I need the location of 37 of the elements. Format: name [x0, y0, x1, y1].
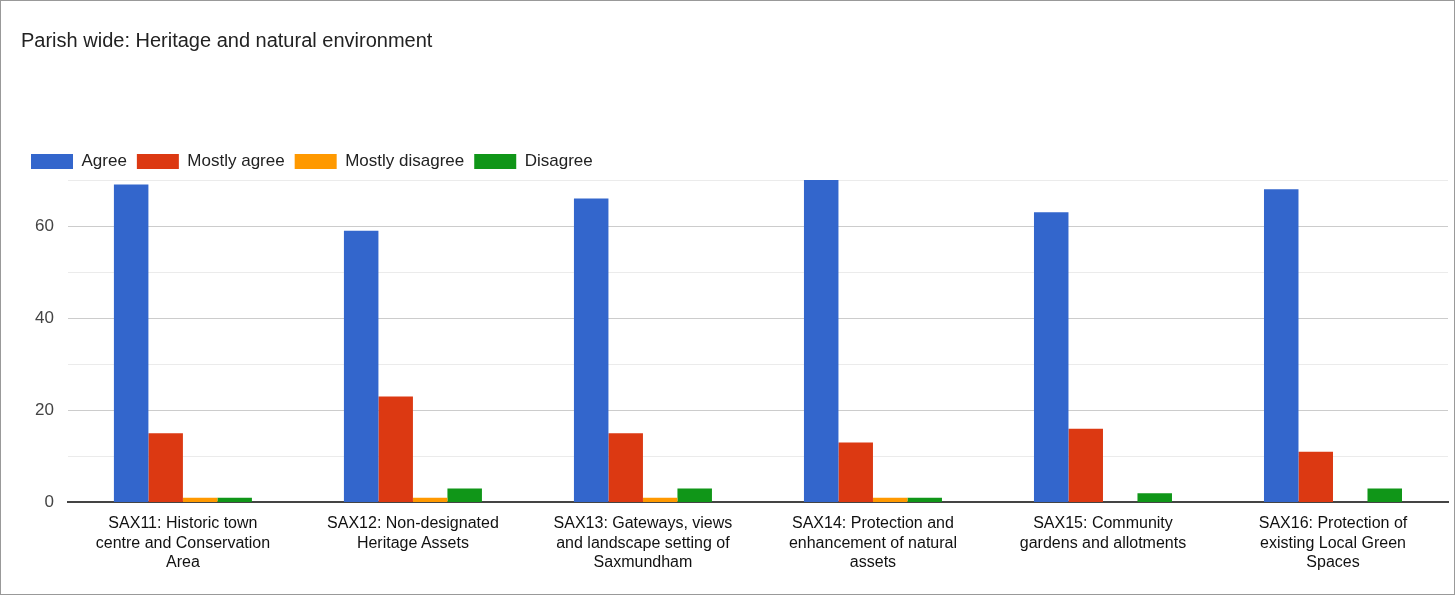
x-tick-label: SAX11: Historic town centre and Conservation Area	[95, 514, 271, 570]
y-tick-label: 20	[34, 399, 54, 419]
bar	[1033, 212, 1069, 502]
x-tick-label: SAX14: Protection and enhancement of natural assets	[788, 514, 958, 570]
x-tick-label: SAX16: Protection of existing Local Green Spaces	[1258, 514, 1408, 570]
legend-label: Mostly agree	[187, 151, 285, 171]
bar	[1263, 189, 1299, 502]
legend-label: Mostly disagree	[345, 151, 465, 171]
chart-title: Parish wide: Heritage and natural environment	[21, 28, 433, 51]
bar	[803, 180, 839, 502]
legend-label: Agree	[81, 151, 127, 171]
bar	[113, 184, 149, 502]
bar	[182, 497, 218, 502]
bar	[412, 497, 448, 502]
bar	[1137, 493, 1172, 502]
y-tick-label: 60	[34, 215, 54, 235]
bar	[217, 497, 252, 502]
bar	[872, 497, 908, 502]
bar	[838, 442, 873, 502]
y-tick-label: 40	[34, 307, 54, 327]
bar	[148, 433, 183, 502]
x-tick-label: SAX13: Gateways, views and landscape setting of Saxmundham	[553, 514, 733, 570]
x-tick-label: SAX15: Community gardens and allotments	[1019, 514, 1187, 551]
bar	[378, 396, 413, 502]
bar	[608, 433, 643, 502]
bar	[343, 230, 379, 502]
bar	[907, 497, 942, 502]
bar	[677, 488, 712, 502]
bar	[1298, 451, 1333, 502]
bar	[573, 198, 609, 502]
legend-label: Disagree	[524, 151, 593, 171]
x-tick-label: SAX12: Non-designated Heritage Assets	[327, 514, 499, 551]
bar	[1068, 428, 1103, 502]
bar	[1367, 488, 1402, 502]
bar	[642, 497, 678, 502]
bar	[447, 488, 482, 502]
y-tick-label: 0	[44, 492, 54, 512]
